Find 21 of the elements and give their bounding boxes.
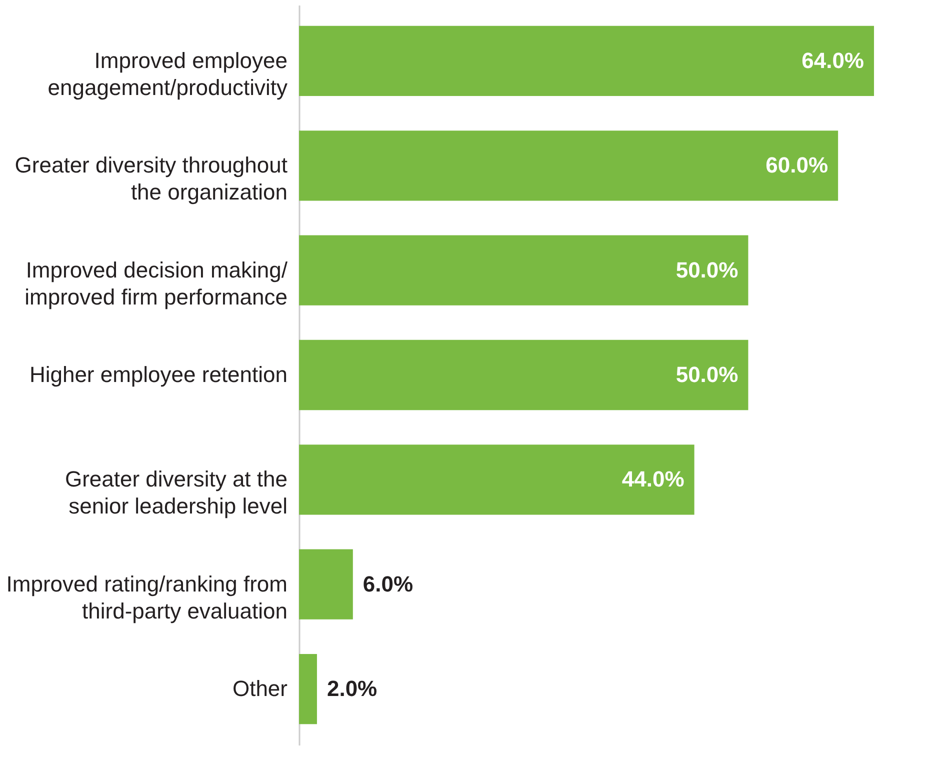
data-label: 6.0% [362, 571, 414, 596]
y-tick-label: Other [232, 676, 288, 702]
data-label: 50.0% [676, 257, 738, 282]
data-label: 64.0% [802, 48, 864, 73]
data-label: 2.0% [326, 676, 378, 702]
y-tick-label: Improved decision making/ improved firm performance [24, 257, 288, 310]
data-label: 60.0% [766, 152, 828, 178]
bar [299, 130, 838, 201]
bar [299, 654, 317, 724]
bar [299, 26, 874, 96]
y-tick-label: Higher employee retention [29, 362, 288, 387]
y-tick-label: Improved employee engagement/productivity [48, 48, 288, 100]
bar [299, 549, 353, 620]
bar [299, 444, 694, 515]
y-tick-label: Improved rating/ranking from third-party evaluation [6, 571, 288, 624]
data-label: 44.0% [622, 466, 684, 492]
y-tick-label: Greater diversity throughout the organization [14, 152, 288, 205]
bar [299, 235, 748, 306]
data-label: 50.0% [676, 362, 738, 387]
bar [299, 340, 748, 410]
y-tick-label: Greater diversity at the senior leadership level [64, 466, 288, 519]
